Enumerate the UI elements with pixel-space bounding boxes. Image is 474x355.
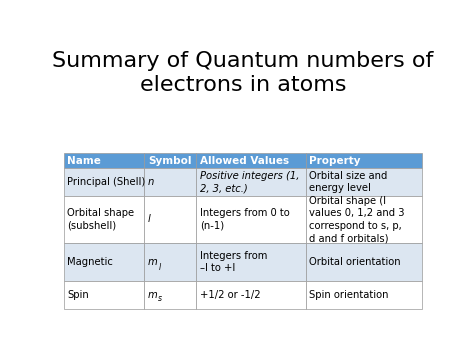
Text: Property: Property: [310, 156, 361, 166]
Bar: [64, 281, 144, 309]
Text: Summary of Quantum numbers of
electrons in atoms: Summary of Quantum numbers of electrons …: [52, 51, 434, 95]
Text: l: l: [158, 262, 160, 272]
Bar: [196, 243, 306, 281]
Text: Positive integers (1,
2, 3, etc.): Positive integers (1, 2, 3, etc.): [200, 171, 300, 193]
Bar: [306, 168, 422, 196]
Text: Spin: Spin: [67, 290, 89, 300]
Text: Orbital size and
energy level: Orbital size and energy level: [310, 171, 388, 193]
Text: l: l: [148, 214, 151, 224]
Bar: [306, 243, 422, 281]
Bar: [64, 243, 144, 281]
Text: n: n: [148, 177, 155, 187]
Text: Symbol: Symbol: [148, 156, 191, 166]
Text: Orbital shape
(subshell): Orbital shape (subshell): [67, 208, 135, 231]
Bar: [144, 168, 196, 196]
Bar: [64, 153, 144, 168]
Bar: [64, 168, 144, 196]
Text: Magnetic: Magnetic: [67, 257, 113, 267]
Bar: [64, 196, 144, 243]
Text: Integers from 0 to
(n-1): Integers from 0 to (n-1): [200, 208, 290, 231]
Bar: [196, 281, 306, 309]
Bar: [144, 153, 196, 168]
Bar: [144, 196, 196, 243]
Bar: [196, 153, 306, 168]
Bar: [306, 153, 422, 168]
Text: m: m: [148, 290, 158, 300]
Text: m: m: [148, 257, 158, 267]
Text: Integers from
–l to +l: Integers from –l to +l: [200, 251, 267, 273]
Bar: [144, 281, 196, 309]
Text: Allowed Values: Allowed Values: [200, 156, 289, 166]
Bar: [196, 168, 306, 196]
Bar: [306, 281, 422, 309]
Text: Orbital shape (l
values 0, 1,2 and 3
correspond to s, p,
d and f orbitals): Orbital shape (l values 0, 1,2 and 3 cor…: [310, 196, 405, 243]
Text: Principal (Shell): Principal (Shell): [67, 177, 146, 187]
Text: +1/2 or -1/2: +1/2 or -1/2: [200, 290, 261, 300]
Text: Name: Name: [67, 156, 101, 166]
Text: Orbital orientation: Orbital orientation: [310, 257, 401, 267]
Text: Spin orientation: Spin orientation: [310, 290, 389, 300]
Bar: [144, 243, 196, 281]
Bar: [196, 196, 306, 243]
Text: s: s: [158, 294, 162, 303]
Bar: [306, 196, 422, 243]
